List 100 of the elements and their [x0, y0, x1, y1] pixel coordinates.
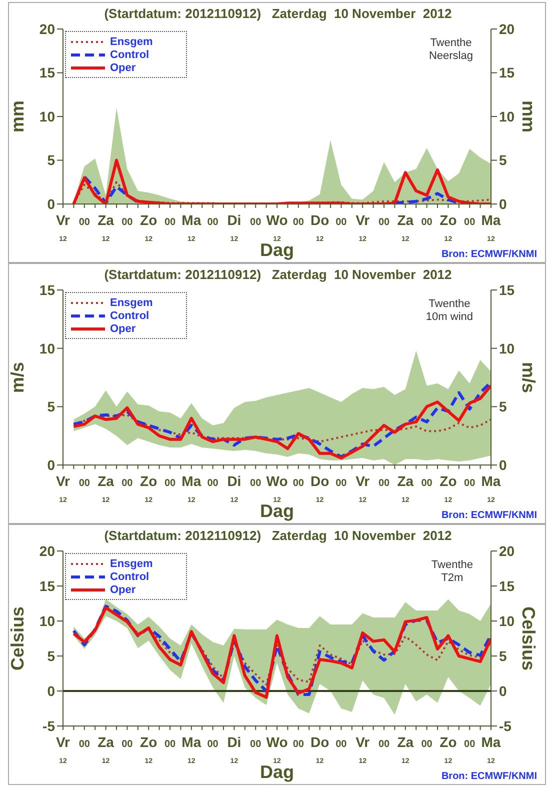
x-tick-label: Wo 12 [266, 212, 288, 243]
y-tick-label: 10 [39, 612, 56, 629]
x-tick-label: 00 [207, 217, 219, 228]
y2-tick-label: 5 [499, 648, 507, 664]
x-tick-label: Vr 12 [356, 212, 370, 243]
x-tick-label: Do 12 [310, 734, 330, 765]
y2-tick-label: 15 [499, 282, 515, 298]
x-tick-label: 00 [122, 739, 134, 750]
y2-tick-label: 10 [499, 108, 515, 124]
x-tick-label: 00 [378, 217, 390, 228]
x-axis-title: Dag [260, 501, 294, 521]
x-tick-label: 00 [164, 217, 176, 228]
y2-tick-label: 5 [499, 152, 507, 168]
x-tick-label: Vr 12 [56, 473, 71, 504]
y2-tick-label: -5 [499, 718, 512, 734]
legend-label: Ensgem [110, 296, 153, 308]
legend-label: Ensgem [110, 36, 153, 48]
x-tick-label: Di 12 [227, 212, 242, 243]
x-tick-label: Za 12 [98, 212, 114, 243]
y2-tick-label: 5 [499, 398, 507, 415]
x-tick-label: Do 12 [310, 473, 330, 504]
text: Twenthe T2m [431, 559, 473, 585]
y-tick-label: 0 [47, 456, 56, 473]
legend-label: Control [110, 310, 150, 322]
legend-label: Ensgem [110, 558, 153, 570]
y-tick-label: -5 [42, 718, 56, 734]
y-tick-label: 10 [39, 108, 56, 124]
text: Bron: ECMWF/KNMI [441, 510, 537, 521]
line-series [72, 158, 491, 204]
text: Bron: ECMWF/KNMI [441, 249, 537, 260]
x-tick-label: Do 12 [310, 212, 330, 243]
x-tick-label: 00 [378, 739, 390, 750]
y2-tick-label: 0 [499, 196, 507, 212]
x-tick-label: 00 [378, 478, 390, 489]
x-tick-label: Zo 12 [140, 212, 158, 243]
y2-tick-label: 15 [499, 64, 515, 81]
x-tick-label: 00 [292, 217, 304, 228]
chart-title: (Startdatum: 2012110912) Zaterdag 10 November 2012 [103, 6, 453, 21]
x-tick-label: 00 [207, 739, 219, 750]
x-tick-label: Ma 12 [481, 734, 501, 765]
legend-label: Oper [110, 62, 136, 74]
y2-axis-title: m/s [518, 362, 539, 394]
x-tick-label: 00 [292, 478, 304, 489]
x-tick-label: 00 [292, 739, 304, 750]
x-tick-label: Ma 12 [182, 473, 202, 504]
x-tick-label: 00 [464, 478, 476, 489]
y-tick-label: 0 [47, 196, 56, 212]
x-tick-label: 00 [78, 478, 90, 489]
x-tick-label: 00 [336, 739, 348, 750]
y2-tick-label: 20 [499, 542, 515, 559]
y2-tick-label: 20 [499, 20, 515, 37]
x-tick-label: Ma 12 [182, 734, 202, 765]
y-axis-title: mm [7, 100, 28, 133]
x-tick-label: 00 [164, 739, 176, 750]
y2-axis-title: Celsius [518, 606, 539, 671]
x-tick-label: Ma 12 [481, 212, 501, 243]
x-tick-label: Za 12 [397, 473, 414, 504]
y-tick-label: 15 [39, 282, 56, 298]
x-tick-label: 00 [250, 478, 262, 489]
x-tick-label: 00 [421, 217, 433, 228]
y-tick-label: 10 [39, 340, 56, 356]
x-tick-label: Vr 12 [56, 212, 71, 243]
x-tick-label: Di 12 [227, 473, 242, 504]
x-tick-label: 00 [336, 217, 348, 228]
x-tick-label: 00 [122, 217, 134, 228]
y-tick-label: 5 [47, 152, 56, 168]
x-tick-label: Vr 12 [356, 473, 370, 504]
y2-tick-label: 15 [499, 578, 515, 594]
y2-axis-title: mm [518, 100, 539, 133]
legend-label: Control [110, 48, 150, 60]
x-tick-label: Ma 12 [182, 212, 202, 243]
x-tick-label: Wo 12 [266, 473, 288, 504]
y2-tick-label: 0 [499, 456, 507, 473]
x-axis-title: Dag [260, 240, 294, 260]
x-tick-label: 00 [421, 739, 433, 750]
x-tick-label: 00 [250, 217, 262, 228]
chart-title: (Startdatum: 2012110912) Zaterdag 10 November 2012 [103, 528, 453, 543]
x-tick-label: 00 [122, 478, 134, 489]
x-tick-label: Za 12 [98, 734, 114, 765]
x-tick-label: 00 [78, 217, 90, 228]
x-tick-label: 00 [207, 478, 219, 489]
x-tick-label: Za 12 [98, 473, 114, 504]
x-tick-label: 00 [336, 478, 348, 489]
y2-tick-label: 0 [499, 682, 507, 699]
legend-label: Oper [110, 584, 136, 596]
x-tick-label: Di 12 [227, 734, 242, 765]
y-tick-label: 15 [39, 578, 56, 594]
x-tick-label: Zo 12 [440, 734, 457, 765]
x-tick-label: Zo 12 [440, 473, 457, 504]
chart-title: (Startdatum: 2012110912) Zaterdag 10 November 2012 [103, 267, 453, 282]
y-tick-label: 5 [47, 398, 56, 415]
x-tick-label: Za 12 [397, 212, 414, 243]
y2-tick-label: 10 [499, 612, 515, 629]
y-axis-title: m/s [7, 362, 28, 394]
x-tick-label: Vr 12 [56, 734, 71, 765]
y-tick-label: 15 [39, 64, 56, 81]
legend-label: Oper [110, 322, 136, 334]
x-tick-label: 00 [464, 217, 476, 228]
legend-label: Control [110, 570, 150, 582]
y-tick-label: 20 [39, 20, 56, 37]
